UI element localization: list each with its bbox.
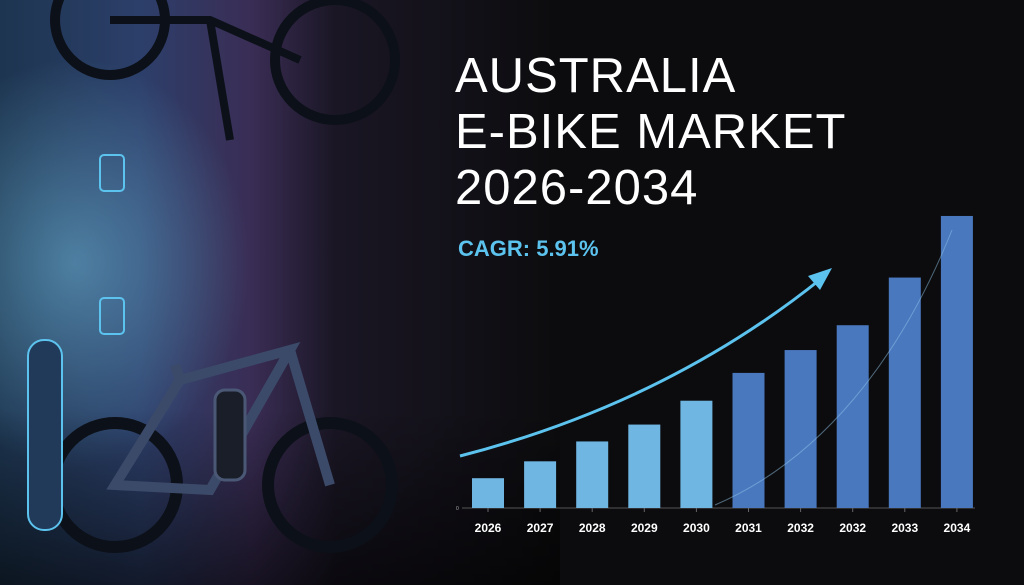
x-tick-label: 2026 [475,521,502,535]
bike-bottom-icon [47,342,398,553]
bar [940,215,973,508]
secondary-trend-line [714,229,953,506]
bar [628,424,661,508]
x-tick-label: 2031 [735,521,762,535]
bar [680,400,713,508]
bar [524,461,557,508]
cagr-label: CAGR: 5.91% [458,236,599,261]
x-tick-label: 2027 [527,521,554,535]
bar [888,277,921,508]
charging-station-icon [27,154,125,531]
x-tick-label: 2033 [891,521,918,535]
bar [732,372,765,508]
bar [472,478,504,508]
x-tick-label: 2032 [839,521,866,535]
x-tick-label: 2034 [944,521,971,535]
trend-arrow [459,276,823,458]
x-tick-label: 2032 [787,521,814,535]
bar [576,441,609,508]
title-line: 2026-2034 [455,161,699,215]
title-line: E-BIKE MARKET [455,105,847,159]
page-title: AUSTRALIA E-BIKE MARKET 2026-2034 [455,48,846,216]
x-tick-label: 2028 [579,521,606,535]
x-tick-label: 2030 [683,521,710,535]
y-tick-label: 0 [456,506,459,512]
bike-top-icon [50,0,400,141]
x-tick-label: 2029 [631,521,658,535]
trend-arrowhead-icon [808,268,832,290]
bar [784,350,817,508]
bar [836,325,869,508]
title-line: AUSTRALIA [455,49,737,103]
